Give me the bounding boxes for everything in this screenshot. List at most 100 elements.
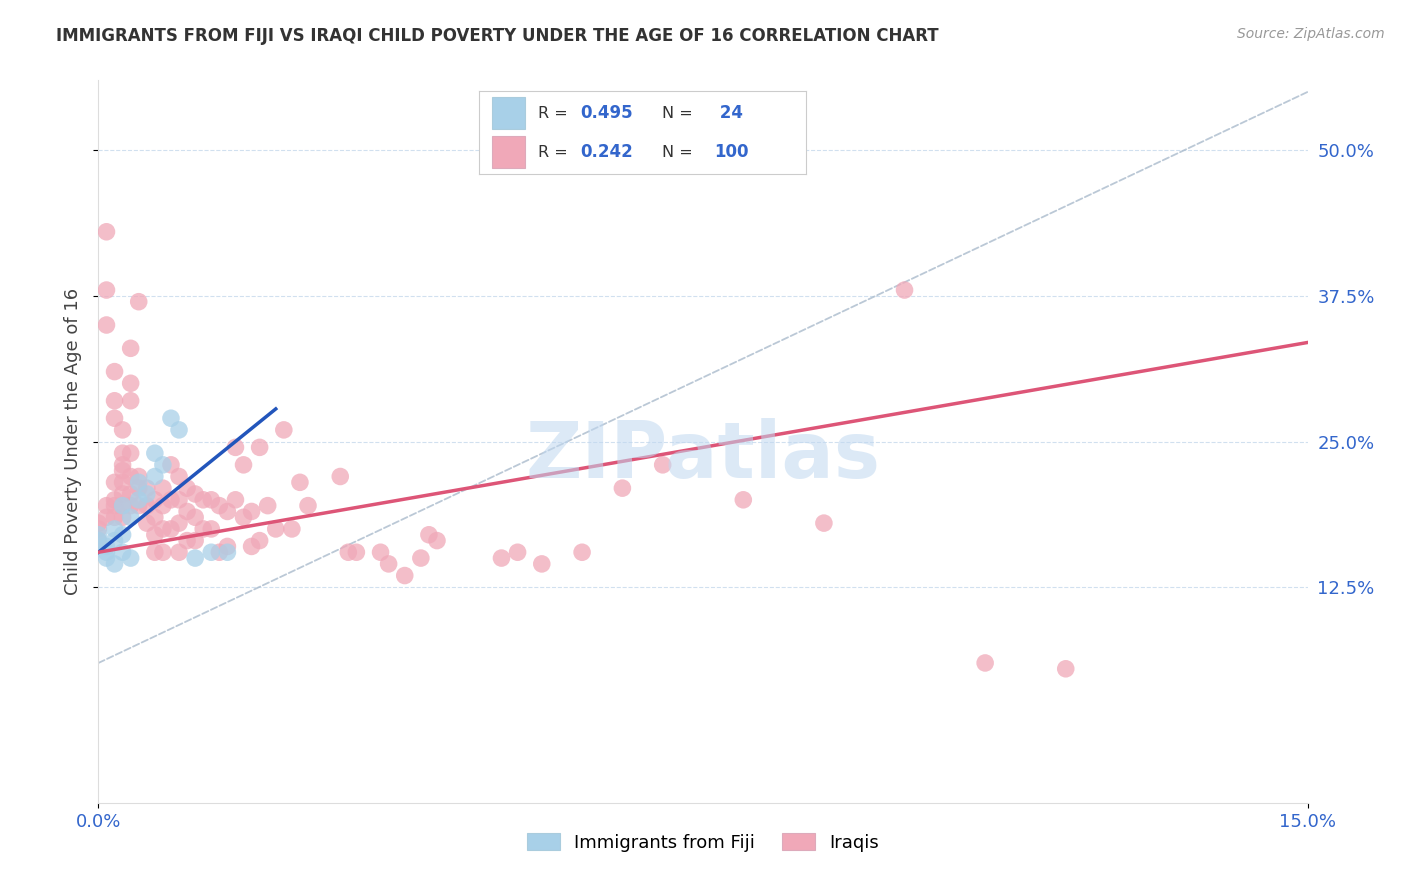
Point xyxy=(240,540,263,554)
Point xyxy=(184,551,207,566)
Point xyxy=(288,475,311,490)
Point xyxy=(612,481,634,495)
Point xyxy=(143,510,166,524)
Point xyxy=(152,499,174,513)
Point xyxy=(103,393,125,408)
Point xyxy=(208,545,231,559)
Point xyxy=(193,492,215,507)
Legend: Immigrants from Fiji, Iraqis: Immigrants from Fiji, Iraqis xyxy=(520,826,886,859)
Point xyxy=(87,516,110,530)
Text: IMMIGRANTS FROM FIJI VS IRAQI CHILD POVERTY UNDER THE AGE OF 16 CORRELATION CHAR: IMMIGRANTS FROM FIJI VS IRAQI CHILD POVE… xyxy=(56,27,939,45)
Point xyxy=(208,499,231,513)
Point xyxy=(96,540,118,554)
Point xyxy=(111,545,134,559)
Point xyxy=(111,510,134,524)
Point xyxy=(167,545,190,559)
Point xyxy=(176,533,198,548)
Point xyxy=(184,533,207,548)
Point xyxy=(297,499,319,513)
Point xyxy=(96,283,118,297)
Point xyxy=(152,458,174,472)
Point xyxy=(120,341,142,355)
Point xyxy=(135,481,157,495)
Point xyxy=(160,522,183,536)
Point xyxy=(96,545,118,559)
Point xyxy=(87,528,110,542)
Point xyxy=(111,528,134,542)
Point xyxy=(160,411,183,425)
Point xyxy=(143,528,166,542)
Point xyxy=(96,318,118,332)
Point xyxy=(377,557,399,571)
Point xyxy=(111,475,134,490)
Point xyxy=(111,446,134,460)
Point xyxy=(426,533,449,548)
Point xyxy=(143,469,166,483)
Point xyxy=(370,545,392,559)
Point xyxy=(103,411,125,425)
Point xyxy=(176,481,198,495)
Point xyxy=(143,446,166,460)
Point xyxy=(167,469,190,483)
Point xyxy=(135,487,157,501)
Point xyxy=(128,475,150,490)
Point xyxy=(103,365,125,379)
Point xyxy=(111,487,134,501)
Point xyxy=(96,551,118,566)
Point xyxy=(120,446,142,460)
Point xyxy=(111,464,134,478)
Point xyxy=(733,492,755,507)
Point xyxy=(240,504,263,518)
Point xyxy=(87,522,110,536)
Point xyxy=(87,533,110,548)
Point xyxy=(120,376,142,391)
Point xyxy=(135,499,157,513)
Point xyxy=(217,504,239,518)
Point xyxy=(87,533,110,548)
Point xyxy=(103,533,125,548)
Point xyxy=(120,469,142,483)
Point xyxy=(394,568,416,582)
Point xyxy=(571,545,593,559)
Point xyxy=(344,545,367,559)
Point xyxy=(128,492,150,507)
Point xyxy=(200,522,222,536)
Point xyxy=(120,510,142,524)
Point xyxy=(337,545,360,559)
Point xyxy=(224,441,246,455)
Point xyxy=(217,545,239,559)
Point xyxy=(167,516,190,530)
Point xyxy=(135,516,157,530)
Point xyxy=(1054,662,1077,676)
Point xyxy=(530,557,553,571)
Point xyxy=(813,516,835,530)
Point xyxy=(491,551,513,566)
Point xyxy=(232,458,254,472)
Point xyxy=(111,458,134,472)
Point xyxy=(167,492,190,507)
Point xyxy=(152,545,174,559)
Point xyxy=(143,545,166,559)
Point xyxy=(111,423,134,437)
Point xyxy=(96,499,118,513)
Point xyxy=(184,487,207,501)
Point xyxy=(120,551,142,566)
Point xyxy=(120,499,142,513)
Point xyxy=(264,522,287,536)
Point xyxy=(184,510,207,524)
Point xyxy=(128,469,150,483)
Point xyxy=(217,540,239,554)
Point xyxy=(160,492,183,507)
Point xyxy=(103,475,125,490)
Point xyxy=(96,225,118,239)
Point xyxy=(143,492,166,507)
Point xyxy=(103,499,125,513)
Point xyxy=(224,492,246,507)
Point xyxy=(418,528,440,542)
Point xyxy=(128,481,150,495)
Point xyxy=(974,656,997,670)
Point xyxy=(329,469,352,483)
Point xyxy=(249,533,271,548)
Point xyxy=(506,545,529,559)
Point xyxy=(103,522,125,536)
